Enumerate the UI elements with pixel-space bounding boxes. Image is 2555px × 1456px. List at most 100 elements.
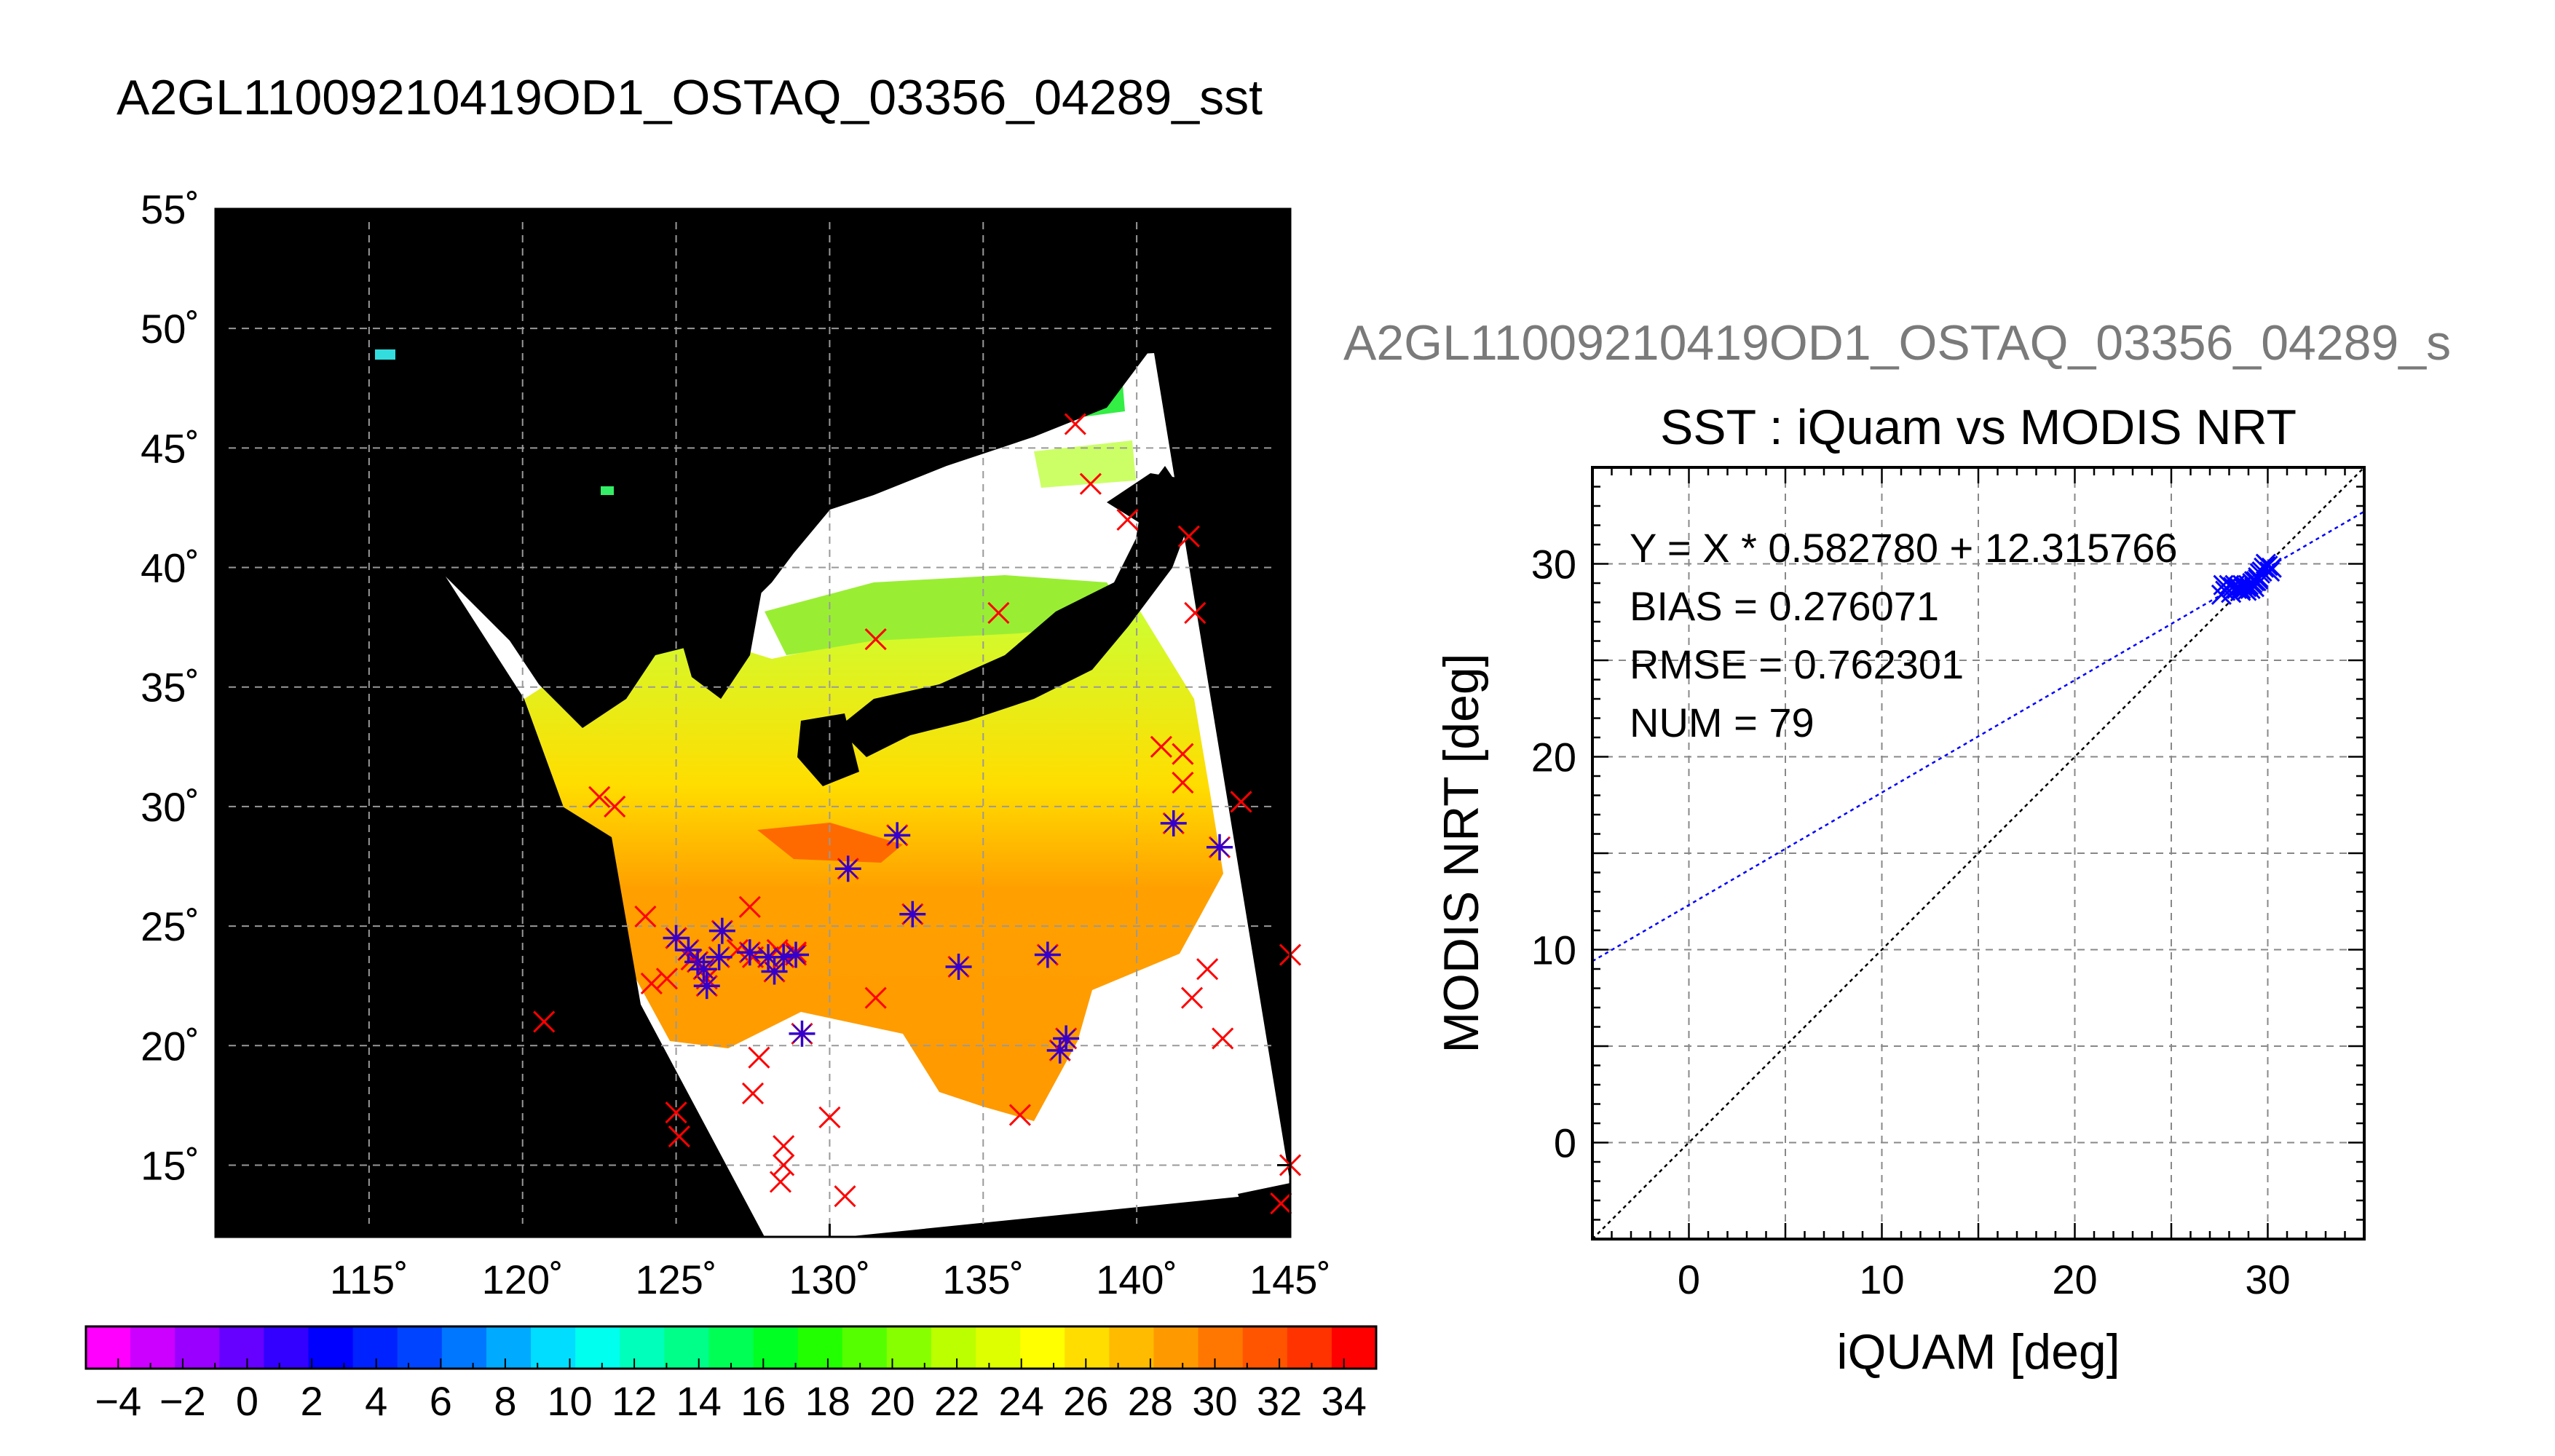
red-x-stroke [1172,772,1194,794]
red-x-marker [1196,958,1219,981]
blue-star-marker [761,958,788,985]
star-blue-d [697,976,716,996]
scatter-point-stroke [2236,580,2257,601]
red-x-marker [665,1101,687,1124]
star-blue-d [740,943,759,962]
red-x-stroke [588,786,611,808]
scatter-point-stroke [2243,571,2265,592]
colorbar-tick-label: 16 [741,1378,786,1424]
scatter-file-title: A2GL11009210419OD1_OSTAQ_03356_04289_s [1343,315,2452,371]
colorbar-tick-label: 20 [869,1378,915,1424]
star-blue-d [838,859,858,879]
map-tick-label-y: 35˚ [141,665,200,711]
map-tick-label-x: 145˚ [1249,1257,1331,1302]
scatter-tick-label-x: 10 [1859,1257,1904,1302]
blue-star-marker [1160,810,1187,836]
red-x-marker [834,1185,856,1208]
colorbar-tick-label: 28 [1128,1378,1173,1424]
blue-star-marker [690,956,717,983]
star-blue-d [903,904,923,924]
red-x-stroke [533,1010,556,1033]
scatter-tick-label-y: 0 [1554,1120,1576,1166]
stat-equation: Y = X * 0.582780 + 12.315766 [1630,525,2178,571]
scatter-y-label: MODIS NRT [deg] [1434,653,1489,1053]
colorbar-swatch [620,1326,665,1369]
colorbar-tick-label: 22 [934,1378,979,1424]
red-x-stroke [668,1125,690,1148]
colorbar-tick-label: 10 [547,1378,592,1424]
scatter-point [2254,557,2275,578]
red-x-stroke [634,905,657,928]
red-x-stroke [640,972,663,994]
sea-surface-temperature-field [524,604,1223,1121]
map-frame [214,207,1292,1238]
colorbar-tick-label: 12 [612,1378,657,1424]
red-x-marker [1172,743,1194,765]
map-tick-label-x: 140˚ [1096,1257,1177,1302]
red-x-stroke [741,1082,765,1105]
colorbar-swatch [1020,1326,1065,1369]
red-x-stroke [818,1106,841,1128]
blue-star-marker [1207,834,1233,860]
map-tick-label-y: 40˚ [141,545,200,591]
red-x-stroke [769,1171,792,1193]
scatter-tick-label-y: 30 [1531,542,1576,587]
scatter-point [2236,580,2257,601]
northern-sea-green [765,575,1132,655]
scatter-points [2211,553,2282,605]
red-x-marker [533,1010,556,1033]
blue-star-marker [693,973,720,1000]
red-x-stroke [1079,472,1102,495]
red-x-stroke [748,1046,770,1069]
red-x-stroke [1196,958,1219,981]
colorbar-swatch [1242,1326,1288,1369]
colorbar-swatch [886,1326,932,1369]
star-blue-d [1164,814,1183,833]
map-tick-label-y: 55˚ [141,186,200,232]
scatter-point [2257,555,2278,577]
red-x-marker [588,786,611,808]
red-x-stroke [1230,791,1252,813]
blue-star-marker [708,917,735,944]
star-blue-d [1057,1029,1076,1048]
red-x-stroke [1270,1192,1292,1215]
red-x-stroke [1150,735,1172,758]
colorbar-tick-label: 8 [494,1378,516,1424]
red-x-marker [818,1106,841,1128]
red-x-stroke [1172,743,1194,765]
blue-star-marker [789,1020,816,1047]
blue-star-marker [736,939,763,966]
map-tick-label-y: 20˚ [141,1023,200,1069]
red-x-marker [1212,1027,1234,1050]
blue-star-marker [945,953,972,980]
scatter-point-stroke [2259,561,2280,582]
red-x-marker [1184,601,1207,625]
star-blue-d [759,947,778,967]
red-x-marker [634,905,657,928]
sea-green-2 [1034,440,1136,488]
colorbar-swatch [531,1326,576,1369]
colorbar-swatch [753,1326,799,1369]
scatter-point [2261,557,2282,578]
colorbar-tick-label: 2 [301,1378,323,1424]
colorbar-tick-label: 14 [676,1378,722,1424]
red-x-marker [604,795,626,818]
red-x-stroke [655,968,678,990]
red-x-marker [769,1171,792,1193]
red-x-marker [987,601,1010,625]
scatter-point [2230,578,2251,600]
scatter-point-stroke [2261,557,2282,578]
star-blue-d [694,960,714,979]
colorbar-swatch [797,1326,843,1369]
scatter-axis-ticks: 0 10 20 30 0 10 20 30 [1531,466,2366,1302]
landmass-southwest [216,801,765,1237]
colorbar-swatch [1287,1326,1332,1369]
map-tick-label-x: 120˚ [482,1257,564,1302]
red-x-stroke [1184,601,1207,625]
stat-bias: BIAS = 0.276071 [1630,583,1939,629]
red-x-stroke [773,1135,795,1158]
red-x-stroke [987,601,1010,625]
colorbar-swatch [352,1326,398,1369]
star-blue-d [666,928,686,948]
